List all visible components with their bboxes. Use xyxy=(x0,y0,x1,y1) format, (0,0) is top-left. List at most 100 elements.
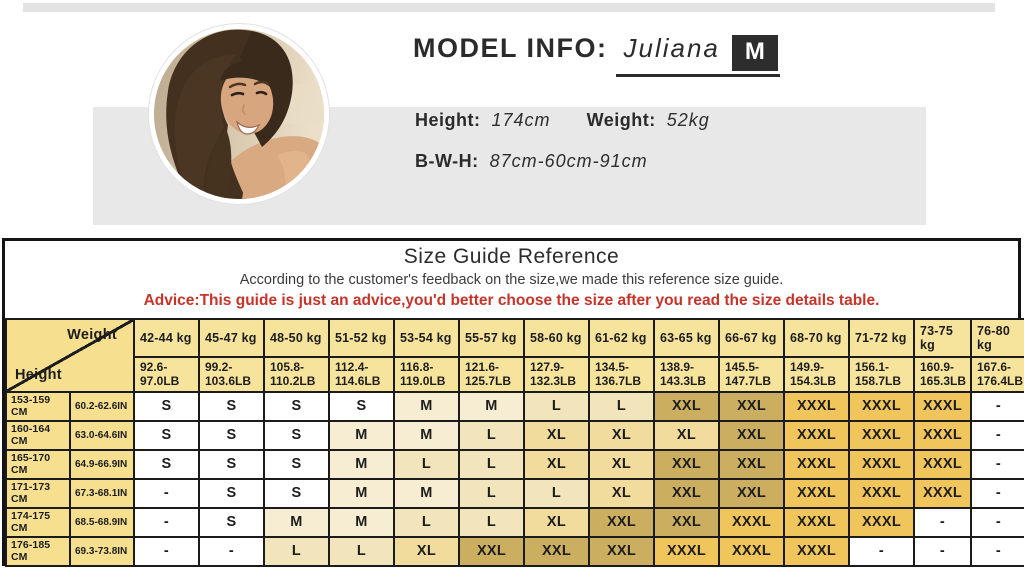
weight-lb-header: 167.6- 176.4LB xyxy=(970,356,1024,393)
model-bwh-line: B-W-H: 87cm-60cm-91cm xyxy=(415,151,648,172)
weight-lb-line: 160.9- xyxy=(920,360,955,374)
size-cell: XXXL xyxy=(783,390,850,422)
size-cell: XXL xyxy=(718,477,785,509)
weight-kg-header: 53-54 kg xyxy=(393,318,460,358)
size-cell: XXL xyxy=(718,419,785,451)
size-cell: S xyxy=(328,390,395,422)
height-in-cell: 60.2-62.6IN xyxy=(69,390,135,422)
weight-lb-line: 149.9- xyxy=(790,360,825,374)
size-guide-panel: Size Guide Reference According to the cu… xyxy=(2,238,1024,567)
weight-kg-header: 68-70 kg xyxy=(783,318,850,358)
bwh-value: 87cm-60cm-91cm xyxy=(489,151,648,171)
size-cell: - xyxy=(198,535,265,567)
size-cell: XXL xyxy=(653,448,720,480)
size-cell: XXL xyxy=(523,535,590,567)
size-cell: M xyxy=(393,477,460,509)
size-cell: XXXL xyxy=(848,506,915,538)
table-row: 176-185 CM 69.3-73.8IN - - L L XL XXL XXL XXL XXXL… xyxy=(5,535,1024,567)
size-cell: M xyxy=(393,419,460,451)
size-cell: M xyxy=(458,390,525,422)
weight-lb-line: 165.3LB xyxy=(920,374,967,389)
weight-kg-header: 55-57 kg xyxy=(458,318,525,358)
size-cell: XL xyxy=(588,448,655,480)
size-cell: M xyxy=(328,477,395,509)
size-cell: XXL xyxy=(718,448,785,480)
weight-lb-header: 105.8- 110.2LB xyxy=(263,356,330,393)
height-label: Height: xyxy=(415,110,481,130)
size-cell: XXL xyxy=(588,506,655,538)
size-cell: - xyxy=(970,419,1024,451)
height-value: 174cm xyxy=(491,110,551,130)
size-cell: XXXL xyxy=(848,477,915,509)
table-row: 160-164 CM 63.0-64.6IN S S S M M L XL XL XL XXL XXXL… xyxy=(5,419,1024,451)
size-cell: XL xyxy=(523,448,590,480)
size-cell: L xyxy=(458,448,525,480)
size-cell: XXXL xyxy=(848,390,915,422)
size-cell: XXXL xyxy=(783,477,850,509)
weight-lb-line: 167.6- xyxy=(977,360,1012,374)
weight-kg-header: 48-50 kg xyxy=(263,318,330,358)
size-cell: XXXL xyxy=(913,477,972,509)
weight-lb-header: 138.9- 143.3LB xyxy=(653,356,720,393)
size-cell: XL xyxy=(523,506,590,538)
size-cell: XXXL xyxy=(718,506,785,538)
weight-lb-line: 154.3LB xyxy=(790,374,837,389)
weight-lb-line: 143.3LB xyxy=(660,374,707,389)
size-cell: XXL xyxy=(653,390,720,422)
weight-lb-line: 116.8- xyxy=(400,360,434,374)
height-cm-cell: 160-164 CM xyxy=(5,419,71,451)
weight-lb-line: 138.9- xyxy=(660,360,695,374)
size-cell: XL xyxy=(393,535,460,567)
weight-lb-line: 176.4LB xyxy=(977,374,1024,389)
size-cell: L xyxy=(458,506,525,538)
size-cell: L xyxy=(328,535,395,567)
size-cell: XXXL xyxy=(783,419,850,451)
model-info-label: MODEL INFO: xyxy=(413,33,608,63)
size-cell: - xyxy=(970,506,1024,538)
weight-lb-line: 145.5- xyxy=(725,360,760,374)
size-cell: - xyxy=(970,390,1024,422)
model-size-badge: M xyxy=(731,35,778,71)
size-cell: XL xyxy=(588,419,655,451)
model-info-heading: MODEL INFO: Juliana M xyxy=(413,33,780,77)
weight-lb-line: 127.9- xyxy=(530,360,565,374)
size-cell: - xyxy=(848,535,915,567)
weight-value: 52kg xyxy=(666,110,710,130)
corner-weight-label: Weight xyxy=(67,327,117,343)
size-cell: S xyxy=(198,448,265,480)
table-row: 165-170 CM 64.9-66.9IN S S S M L L XL XL XXL XXL XXX… xyxy=(5,448,1024,480)
size-cell: XXXL xyxy=(913,390,972,422)
weight-lb-header: 156.1- 158.7LB xyxy=(848,356,915,393)
size-cell: S xyxy=(263,390,330,422)
weight-lb-line: 119.0LB xyxy=(400,374,446,389)
weight-lb-line: 156.1- xyxy=(855,360,890,374)
size-cell: L xyxy=(523,477,590,509)
model-name-underline: Juliana M xyxy=(615,33,780,77)
table-row: 171-173 CM 67.3-68.1IN - S S M M L L XL XXL XXL XXXL… xyxy=(5,477,1024,509)
model-height-weight-line: Height: 174cm Weight: 52kg xyxy=(415,110,710,131)
height-in-cell: 63.0-64.6IN xyxy=(69,419,135,451)
size-cell: L xyxy=(588,390,655,422)
size-cell: L xyxy=(263,535,330,567)
size-cell: M xyxy=(263,506,330,538)
weight-lb-header: 145.5- 147.7LB xyxy=(718,356,785,393)
weight-lb-header: 134.5- 136.7LB xyxy=(588,356,655,393)
weight-kg-header: 51-52 kg xyxy=(328,318,395,358)
weight-lb-line: 158.7LB xyxy=(855,374,902,389)
weight-kg-header: 76-80 kg xyxy=(970,318,1024,358)
weight-kg-header: 58-60 kg xyxy=(523,318,590,358)
size-cell: XXL xyxy=(653,477,720,509)
size-cell: S xyxy=(263,419,330,451)
size-guide-table: Weight Height 42-44 kg 45-47 kg 48-50 kg 51-5… xyxy=(5,318,1024,567)
size-cell: S xyxy=(133,448,200,480)
weight-kg-header: 63-65 kg xyxy=(653,318,720,358)
model-photo xyxy=(149,24,329,204)
weight-lb-line: 147.7LB xyxy=(725,374,772,389)
height-cm-cell: 176-185 CM xyxy=(5,535,71,567)
size-cell: L xyxy=(393,506,460,538)
size-cell: - xyxy=(913,535,972,567)
size-cell: - xyxy=(133,535,200,567)
table-row: 174-175 CM 68.5-68.9IN - S M M L L XL XXL XXL XXXL X… xyxy=(5,506,1024,538)
weight-kg-header: 73-75 kg xyxy=(913,318,972,358)
